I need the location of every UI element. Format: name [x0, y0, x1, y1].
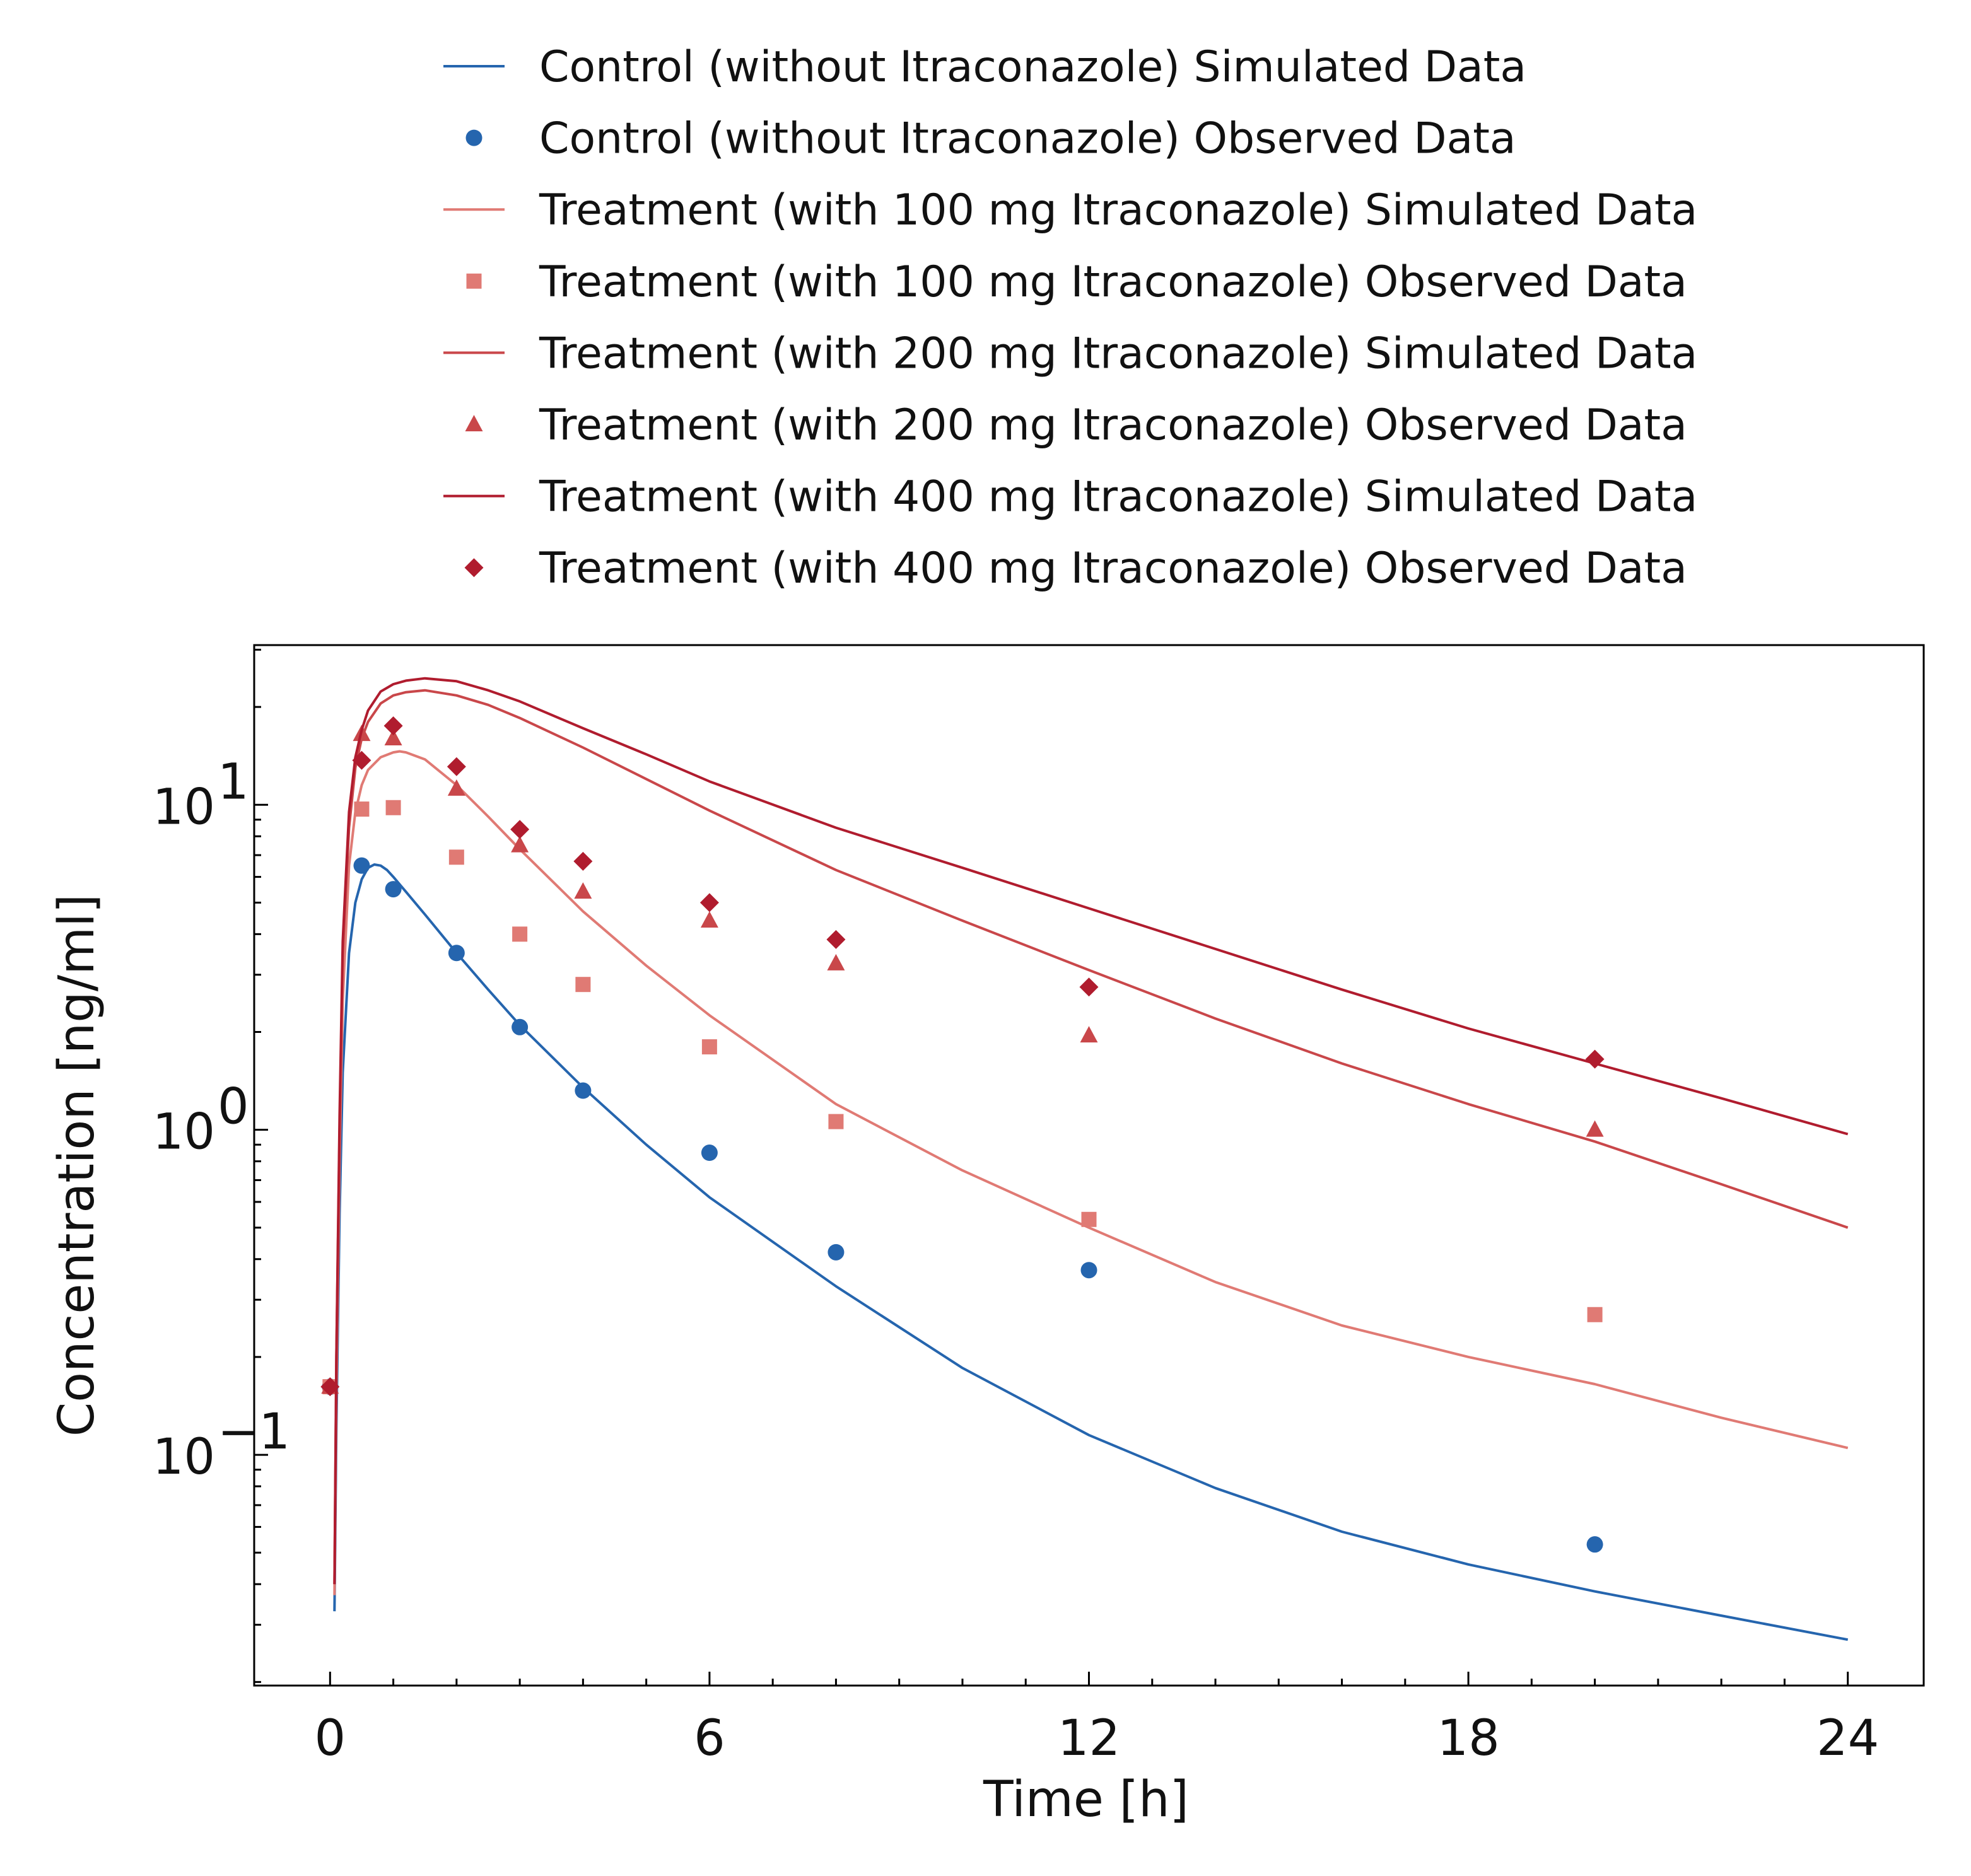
data-point-s3-2 — [385, 800, 401, 815]
legend-entry: Treatment (with 100 mg Itraconazole) Obs… — [466, 257, 1687, 307]
x-axis-title: Time [h] — [983, 1771, 1189, 1828]
y-tick-label-base: 10 — [153, 779, 215, 836]
legend-entry: Treatment (with 400 mg Itraconazole) Obs… — [464, 544, 1687, 593]
data-point-s1-8 — [1080, 1262, 1097, 1279]
data-point-s7-0 — [320, 1377, 340, 1397]
legend-entry: Treatment (with 400 mg Itraconazole) Sim… — [443, 472, 1697, 522]
data-point-s7-3 — [447, 757, 466, 776]
x-tick-label: 6 — [694, 1710, 725, 1767]
data-point-s3-7 — [828, 1114, 844, 1129]
x-tick-label: 24 — [1816, 1710, 1879, 1767]
data-point-s7-1 — [352, 750, 371, 770]
plot-marks — [320, 677, 1849, 1641]
data-point-s5-5 — [574, 882, 592, 899]
data-point-s5-8 — [1080, 1026, 1098, 1043]
data-point-s7-2 — [383, 716, 403, 735]
data-point-s5-7 — [827, 953, 845, 970]
y-tick-label-exponent: 1 — [218, 754, 249, 810]
legend-entry: Treatment (with 200 mg Itraconazole) Sim… — [443, 329, 1697, 378]
legend-marker-swatch — [465, 129, 483, 146]
y-axis-title: Concentration [ng/ml] — [49, 894, 105, 1436]
data-point-s5-2 — [384, 729, 402, 746]
y-tick-label-exponent: 0 — [218, 1079, 249, 1136]
data-point-s7-5 — [573, 851, 593, 871]
data-point-s7-4 — [510, 820, 530, 839]
legend-entry: Control (without Itraconazole) Observed … — [465, 114, 1516, 164]
data-point-s3-1 — [354, 801, 370, 817]
legend-label: Treatment (with 100 mg Itraconazole) Obs… — [539, 257, 1687, 307]
series-line-4 — [333, 689, 1849, 1585]
x-tick-label: 18 — [1437, 1710, 1499, 1767]
data-point-s3-8 — [1081, 1211, 1097, 1227]
data-point-s1-9 — [1586, 1536, 1603, 1553]
legend-entry: Treatment (with 200 mg Itraconazole) Obs… — [465, 400, 1687, 450]
legend-label: Control (without Itraconazole) Simulated… — [539, 42, 1526, 92]
y-tick-label-exponent: −1 — [218, 1404, 290, 1460]
legend-label: Control (without Itraconazole) Observed … — [539, 114, 1516, 164]
legend-label: Treatment (with 200 mg Itraconazole) Sim… — [539, 329, 1697, 378]
data-point-s1-3 — [448, 945, 465, 962]
data-point-s1-4 — [512, 1018, 529, 1035]
data-point-s3-4 — [512, 926, 528, 942]
data-point-s3-6 — [701, 1039, 717, 1055]
data-point-s3-5 — [575, 977, 591, 993]
data-point-s5-6 — [700, 911, 718, 928]
legend: Control (without Itraconazole) Simulated… — [443, 42, 1697, 593]
legend-marker-swatch — [466, 273, 482, 289]
data-point-s1-6 — [701, 1145, 718, 1162]
legend-entry: Treatment (with 100 mg Itraconazole) Sim… — [443, 185, 1697, 235]
series-line-2 — [333, 750, 1849, 1595]
legend-label: Treatment (with 100 mg Itraconazole) Sim… — [539, 185, 1697, 235]
data-point-s1-1 — [353, 857, 370, 874]
data-point-s3-3 — [448, 849, 464, 865]
legend-marker-swatch — [464, 558, 484, 578]
legend-label: Treatment (with 200 mg Itraconazole) Obs… — [539, 400, 1687, 450]
data-point-s5-3 — [447, 779, 465, 796]
x-tick-label: 0 — [314, 1710, 346, 1767]
data-point-s7-8 — [1079, 977, 1099, 997]
data-point-s7-6 — [699, 893, 719, 912]
x-tick-label: 12 — [1058, 1710, 1120, 1767]
legend-marker-swatch — [465, 415, 483, 431]
y-tick-label-base: 10 — [153, 1429, 215, 1486]
data-point-s1-2 — [385, 881, 402, 898]
data-point-s1-7 — [828, 1244, 845, 1261]
data-point-s1-5 — [575, 1082, 592, 1099]
legend-label: Treatment (with 400 mg Itraconazole) Obs… — [539, 544, 1687, 593]
data-point-s7-9 — [1585, 1049, 1605, 1069]
data-point-s5-9 — [1586, 1120, 1604, 1137]
data-point-s5-4 — [511, 836, 529, 853]
series-line-6 — [333, 677, 1849, 1585]
legend-entry: Control (without Itraconazole) Simulated… — [443, 42, 1526, 92]
y-tick-label-base: 10 — [153, 1104, 215, 1161]
data-point-s7-7 — [826, 929, 846, 949]
data-point-s3-9 — [1587, 1307, 1603, 1322]
legend-label: Treatment (with 400 mg Itraconazole) Sim… — [539, 472, 1697, 522]
